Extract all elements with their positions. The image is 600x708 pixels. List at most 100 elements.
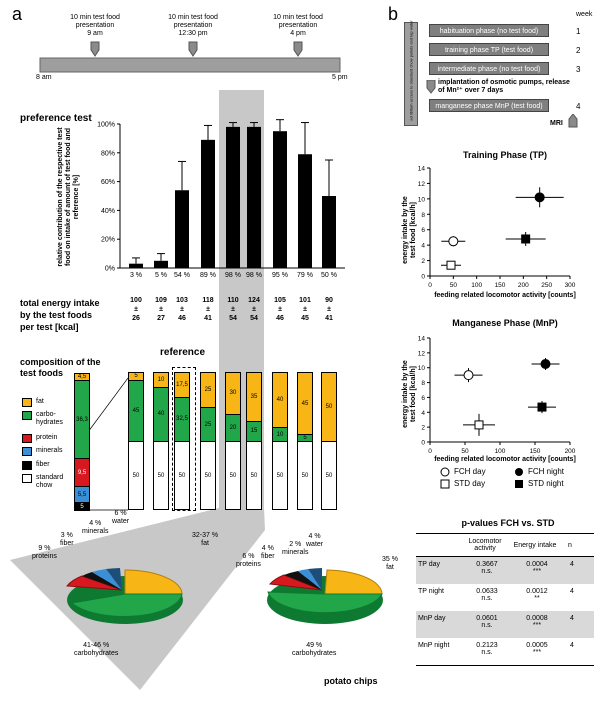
pref-bar bbox=[247, 126, 261, 268]
fch-night-marker-icon bbox=[515, 468, 523, 476]
phase-week: 4 bbox=[576, 102, 581, 111]
pie-right-fat-slice bbox=[324, 569, 383, 595]
pvalues-locomotor-text: 0.3667 bbox=[476, 561, 498, 568]
timeline-event-2: 10 min test food presentation 12:30 pm bbox=[153, 14, 233, 38]
training-xlabel: feeding related locomotor activity [coun… bbox=[434, 292, 576, 299]
energy-title-line: by the test foods bbox=[20, 310, 93, 320]
pie-left-minerals-label: 4 % minerals bbox=[82, 520, 109, 535]
composition-title-line: composition of the bbox=[20, 357, 101, 367]
pie-left-fiber-label: 3 % fiber bbox=[60, 532, 74, 547]
pvalues-row-name: TP day bbox=[416, 561, 462, 584]
composition-legend: fat carbo- hydrates protein minerals fiber st… bbox=[22, 398, 72, 518]
timeline-event-time: 4 pm bbox=[290, 30, 306, 37]
pref-bar-label: 98 % bbox=[246, 272, 262, 279]
legend-label-protein: protein bbox=[36, 434, 58, 441]
pvalues-energy-text: *** bbox=[532, 649, 542, 656]
phase-diagram: ad libitum access to standard chow pelle… bbox=[404, 20, 584, 130]
pie-right-carb-slice bbox=[267, 591, 383, 614]
energy-pm: ± bbox=[159, 306, 163, 313]
pie-left-proteins-label: 9 % proteins bbox=[32, 545, 57, 560]
phase-week: 1 bbox=[576, 27, 581, 36]
energy-title-line: total energy intake bbox=[20, 298, 100, 308]
pvalues-header: Locomotor activity Energy intake n bbox=[416, 534, 594, 557]
training-chart-title: Training Phase (TP) bbox=[462, 150, 547, 160]
energy-column: 101 ±45 bbox=[291, 296, 319, 323]
energy-column: 124 ±54 bbox=[240, 296, 268, 323]
manganese-ylabel-wrap: energy intake by the test food [kcal/h] bbox=[395, 350, 425, 430]
chow-fiber-segment: 5 bbox=[75, 502, 89, 510]
pvalues-n: 4 bbox=[562, 561, 582, 584]
energy-pm: ± bbox=[278, 306, 282, 313]
pvalues-row-name: MnP night bbox=[416, 642, 462, 665]
pref-bar-label: 89 % bbox=[200, 272, 216, 279]
composition-title: composition of the test foods bbox=[20, 357, 101, 379]
energy-mean: 90 bbox=[325, 297, 333, 304]
pvalues-n-text: 4 bbox=[570, 561, 574, 568]
scatter-x-tick-label: 200 bbox=[565, 448, 576, 455]
pvalues-locomotor-text: 0.0633 bbox=[476, 588, 498, 595]
pie-left-carbs-label: 41-46 % carbohydrates bbox=[74, 642, 119, 657]
legend-std-night: STD night bbox=[528, 479, 564, 488]
pvalues-n-text: 4 bbox=[570, 642, 574, 649]
pvalues-row: TP day 0.3667 n.s. 0.0004 *** 4 bbox=[416, 557, 594, 584]
ad-libitum-text: ad libitum access to standard chow pelle… bbox=[408, 20, 414, 121]
pvalues-energy-text: 0.0004 bbox=[526, 561, 548, 568]
energy-sd: 26 bbox=[132, 315, 140, 322]
pie-right-carbs-label: 49 % carbohydrates bbox=[292, 642, 337, 657]
pvalues-locomotor-text: n.s. bbox=[481, 595, 493, 602]
pvalues-row-name-text: TP day bbox=[418, 561, 441, 568]
pref-bar-label: 3 % bbox=[130, 272, 142, 279]
energy-mean: 124 bbox=[248, 297, 260, 304]
scatter-y-tick-label: 10 bbox=[418, 365, 426, 372]
scatter-y-tick-label: 0 bbox=[421, 274, 425, 281]
legend-std-day: STD day bbox=[454, 479, 486, 488]
scatter-y-tick-label: 6 bbox=[421, 395, 425, 402]
pie-left-water-slice bbox=[106, 568, 122, 590]
reference-label: reference bbox=[160, 347, 206, 358]
scatter-y-tick-label: 12 bbox=[418, 350, 426, 357]
scatter-y-tick-label: 10 bbox=[418, 196, 426, 203]
scatter-x-tick-label: 50 bbox=[450, 282, 458, 289]
chow-protein-segment: 9,5 bbox=[75, 458, 89, 486]
scatter-x-tick-label: 50 bbox=[461, 448, 469, 455]
legend-label-fiber: fiber bbox=[36, 461, 50, 468]
energy-mean: 100 bbox=[130, 297, 142, 304]
scatter-y-tick-label: 8 bbox=[421, 212, 425, 219]
scatter-y-tick-label: 2 bbox=[421, 425, 425, 432]
legend-swatch-fiber bbox=[22, 461, 32, 470]
energy-column: 109 ±27 bbox=[147, 296, 175, 323]
mri-label: MRI bbox=[550, 120, 563, 127]
pvalues-header-cell: Energy intake bbox=[513, 541, 557, 549]
scatter-point-fch-day bbox=[463, 370, 474, 381]
scatter-x-tick-label: 250 bbox=[541, 282, 552, 289]
pvalues-locomotor: 0.2123 n.s. bbox=[462, 642, 512, 665]
energy-pm: ± bbox=[231, 306, 235, 313]
energy-values: 100 ±26 109 ±27 103 ±46 118 ±41 110 ±54 124 ±54 105 ±… bbox=[0, 296, 600, 336]
pref-bar bbox=[273, 131, 287, 268]
std-day-marker-icon bbox=[440, 479, 450, 489]
implant-text: implantation of osmotic pumps, release o… bbox=[438, 79, 570, 94]
preference-ylabel: relative contribution of the respective … bbox=[57, 127, 80, 267]
scatter-y-tick-label: 4 bbox=[421, 410, 425, 417]
energy-mean: 109 bbox=[155, 297, 167, 304]
pref-y-tick-label: 0% bbox=[105, 266, 115, 273]
energy-column: 118 ±41 bbox=[194, 296, 222, 323]
timeline-start: 8 am bbox=[36, 74, 52, 81]
energy-sd: 46 bbox=[178, 315, 186, 322]
pvalues-table: Locomotor activity Energy intake n TP da… bbox=[416, 533, 594, 666]
scatter-x-tick-label: 300 bbox=[565, 282, 576, 289]
timeline-arrow-icon bbox=[293, 41, 303, 57]
manganese-chart: 0 50 100 150 200 0 2 4 6 8 10 12 14 bbox=[418, 336, 576, 456]
scatter-point-std-night bbox=[521, 234, 531, 244]
pvalues-energy: 0.0005 *** bbox=[512, 642, 562, 665]
pie-right-caption: potato chips bbox=[324, 676, 378, 686]
timeline-event-label: 10 min test food presentation bbox=[168, 14, 218, 29]
energy-mean: 110 bbox=[227, 297, 239, 304]
energy-sd: 41 bbox=[204, 315, 212, 322]
pvalues-locomotor-text: 0.0601 bbox=[476, 615, 498, 622]
pref-bar-label: 50 % bbox=[321, 272, 337, 279]
pvalues-locomotor-text: 0.2123 bbox=[476, 642, 498, 649]
scatter-x-tick-label: 200 bbox=[518, 282, 529, 289]
pvalues-energy: 0.0012 ** bbox=[512, 588, 562, 611]
manganese-ylabel: energy intake by the test food [kcal/h] bbox=[402, 360, 417, 428]
